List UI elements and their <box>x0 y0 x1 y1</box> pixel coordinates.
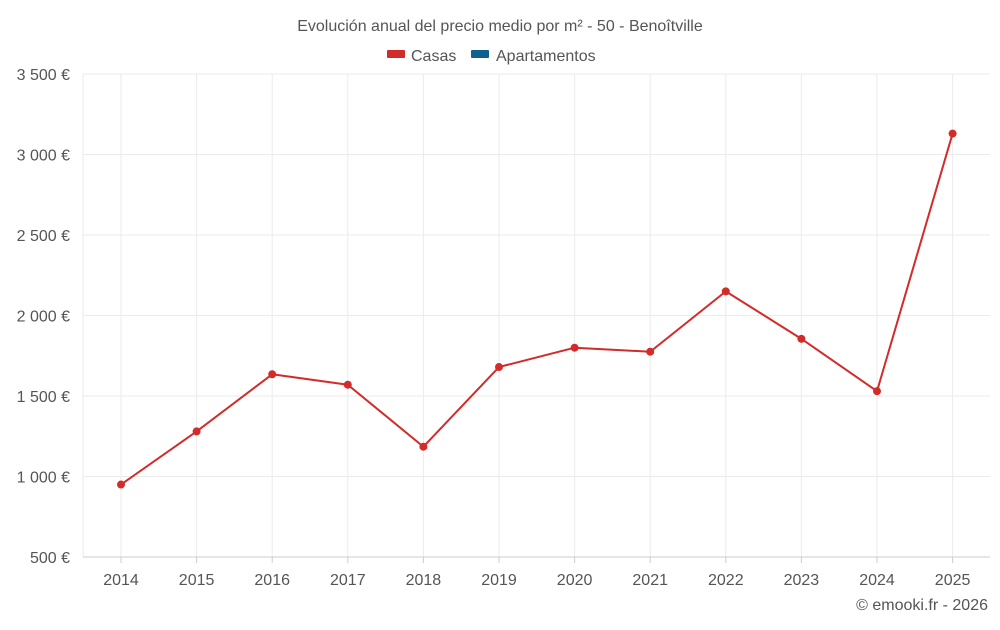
x-tick-label: 2020 <box>557 572 593 589</box>
x-tick-label: 2022 <box>708 572 744 589</box>
series <box>117 129 957 489</box>
y-tick-label: 1 500 € <box>17 389 70 406</box>
x-tick-label: 2016 <box>254 572 290 589</box>
x-tick-label: 2019 <box>481 572 517 589</box>
chart-title: Evolución anual del precio medio por m² … <box>297 18 703 35</box>
data-point-casas-2023[interactable] <box>797 334 806 343</box>
y-tick-label: 3 500 € <box>17 67 70 84</box>
credit-text: © emooki.fr - 2026 <box>856 597 988 614</box>
data-point-casas-2016[interactable] <box>268 370 277 379</box>
series-line-casas <box>120 133 954 486</box>
x-tick-label: 2025 <box>935 572 971 589</box>
y-tick-label: 3 000 € <box>17 148 70 165</box>
y-tick-label: 500 € <box>30 550 70 567</box>
legend-swatch-casas <box>387 50 405 58</box>
y-tick-label: 2 000 € <box>17 309 70 326</box>
data-point-casas-2022[interactable] <box>721 287 730 296</box>
data-point-casas-2018[interactable] <box>419 442 428 451</box>
legend-swatch-apartamentos <box>471 50 489 58</box>
y-tick-label: 1 000 € <box>17 470 70 487</box>
legend-label-casas: Casas <box>411 48 456 65</box>
data-point-casas-2021[interactable] <box>646 347 655 356</box>
data-point-casas-2024[interactable] <box>873 387 881 396</box>
data-point-casas-2025[interactable] <box>948 129 957 138</box>
legend: Casas Apartamentos <box>387 48 596 65</box>
legend-item-apartamentos[interactable]: Apartamentos <box>471 48 596 65</box>
data-point-casas-2014[interactable] <box>117 480 125 489</box>
x-tick-label: 2015 <box>179 572 215 589</box>
y-tick-label: 2 500 € <box>17 228 70 245</box>
x-tick-label: 2024 <box>859 572 895 589</box>
x-tick-label: 2017 <box>330 572 366 589</box>
data-point-casas-2020[interactable] <box>570 343 579 352</box>
x-tick-label: 2018 <box>406 572 442 589</box>
x-tick-label: 2021 <box>632 572 668 589</box>
data-point-casas-2017[interactable] <box>343 380 352 389</box>
legend-label-apartamentos: Apartamentos <box>496 48 596 65</box>
axes: 500 € 1 000 € 1 500 € 2 000 € 2 500 € 3 000 €… <box>17 67 990 589</box>
grid-lines <box>82 73 990 557</box>
x-tick-label: 2014 <box>103 572 139 589</box>
x-tick-label: 2023 <box>784 572 820 589</box>
data-point-casas-2019[interactable] <box>495 363 503 372</box>
legend-item-casas[interactable]: Casas <box>387 48 456 65</box>
data-point-casas-2015[interactable] <box>192 427 201 436</box>
